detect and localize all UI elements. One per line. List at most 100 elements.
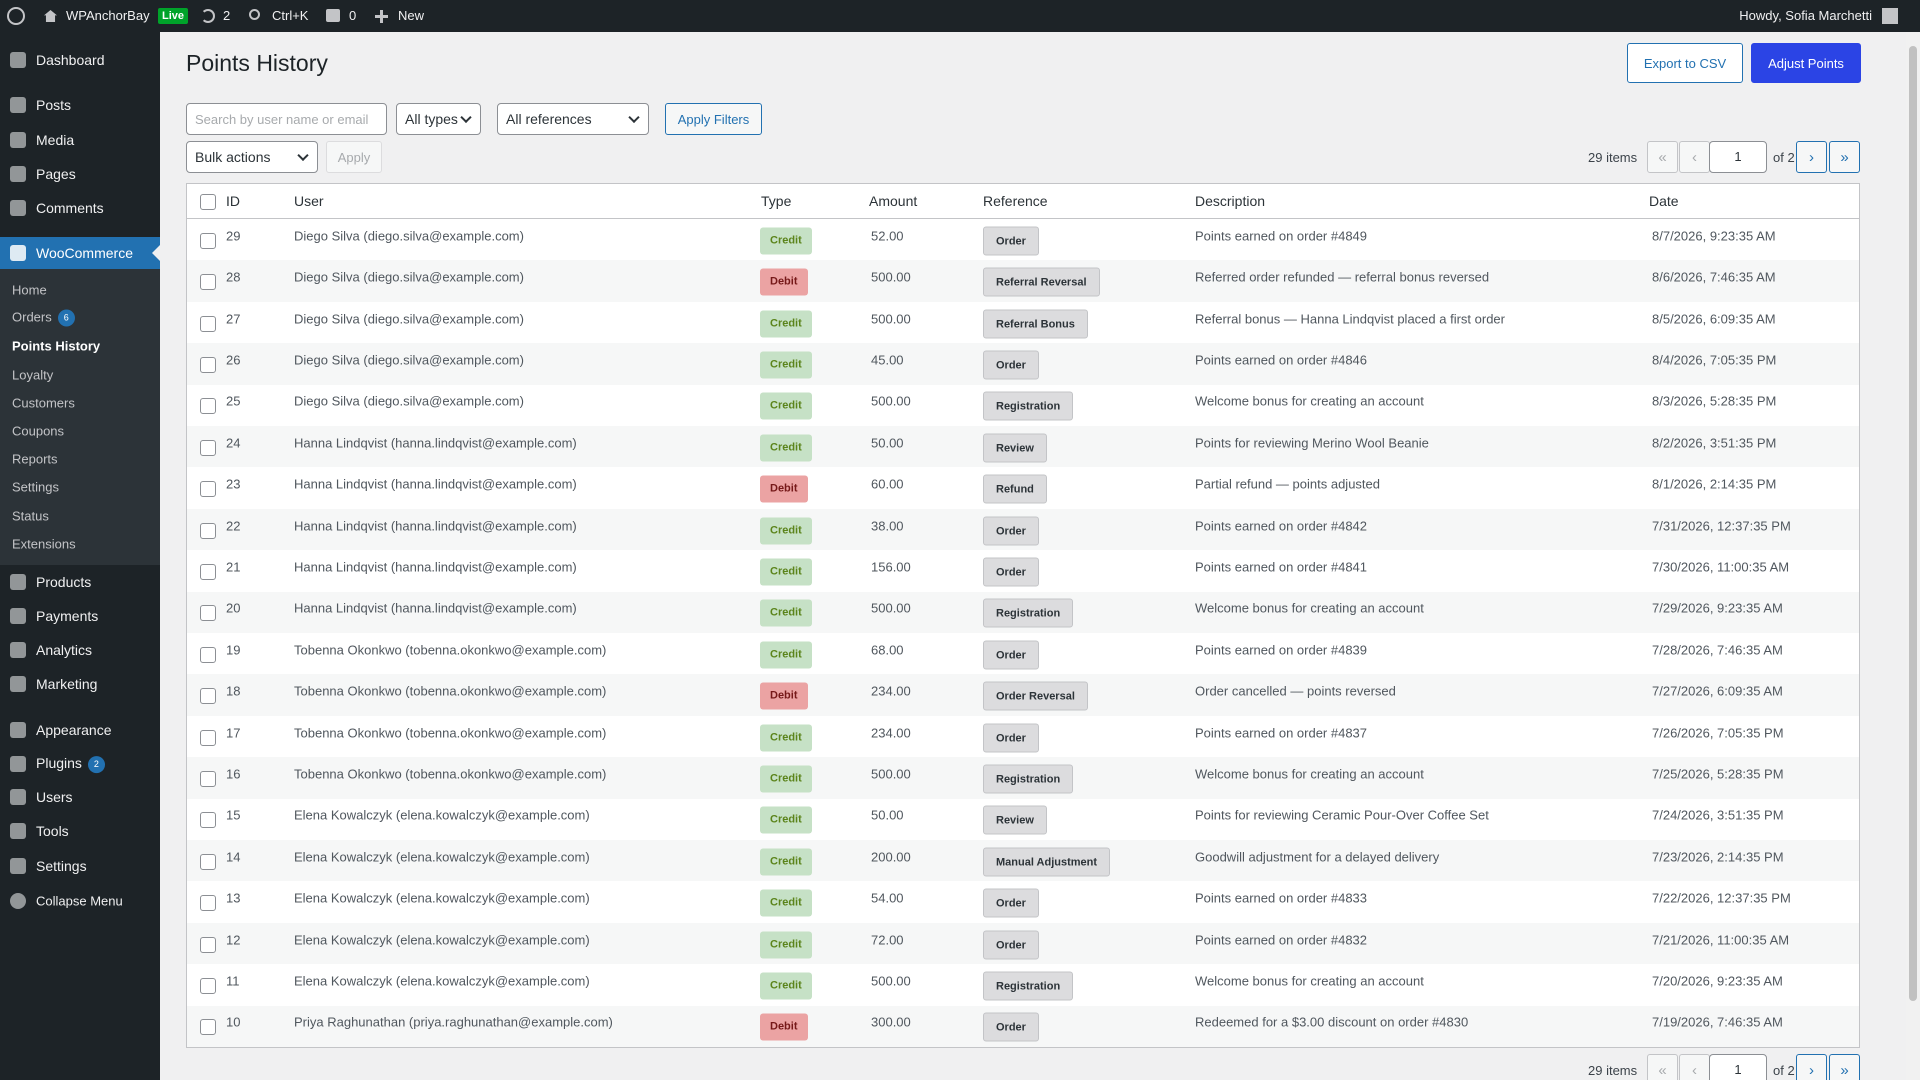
menu-item[interactable]: Analytics	[36, 642, 92, 658]
search-shortcut[interactable]: Ctrl+K	[272, 8, 309, 23]
row-checkbox[interactable]	[200, 936, 216, 953]
menu-item[interactable]: Marketing	[36, 676, 97, 692]
type-badge: Credit	[760, 310, 812, 337]
menu-icon	[10, 97, 26, 113]
row-date: 7/24/2026, 3:51:35 PM	[1652, 807, 1784, 823]
menu-item[interactable]: Products	[36, 574, 91, 590]
menu-item[interactable]: Settings	[36, 858, 87, 874]
submenu-item[interactable]: Status	[12, 508, 49, 523]
first-page[interactable]: «	[1647, 141, 1678, 173]
menu-item[interactable]: Comments	[36, 200, 104, 216]
row-checkbox[interactable]	[200, 646, 216, 663]
row-checkbox[interactable]	[200, 729, 216, 746]
submenu-item[interactable]: Coupons	[12, 424, 64, 439]
next-page[interactable]: ›	[1796, 141, 1827, 173]
submenu-item[interactable]: Points History	[12, 339, 100, 354]
row-checkbox[interactable]	[200, 274, 216, 291]
row-amount: 200.00	[871, 849, 911, 865]
row-user: Tobenna Okonkwo (tobenna.okonkwo@example…	[294, 642, 607, 658]
menu-icon	[10, 166, 26, 182]
column-header[interactable]: ID	[226, 193, 240, 209]
select-all-checkbox[interactable]	[200, 194, 216, 210]
prev-page[interactable]: ‹	[1679, 141, 1710, 173]
row-description: Partial refund — points adjusted	[1195, 476, 1380, 492]
row-checkbox[interactable]	[200, 232, 216, 249]
wp-logo[interactable]	[7, 7, 25, 25]
row-id: 13	[226, 890, 241, 906]
menu-item[interactable]: Pages	[36, 166, 76, 182]
bulk-actions-select[interactable]: Bulk actions	[186, 141, 318, 173]
first-page[interactable]: «	[1647, 1054, 1678, 1080]
adjust-points-button[interactable]: Adjust Points	[1751, 43, 1861, 83]
menu-item[interactable]: WooCommerce	[36, 245, 133, 261]
submenu-item[interactable]: Orders 6	[12, 310, 75, 327]
search-input[interactable]: Search by user name or email	[186, 103, 387, 135]
submenu-item[interactable]: Extensions	[12, 536, 76, 551]
column-header[interactable]: Reference	[983, 193, 1048, 209]
row-id: 29	[226, 228, 241, 244]
reference-select[interactable]: All references	[497, 103, 649, 135]
column-header[interactable]: Amount	[869, 193, 918, 209]
row-checkbox[interactable]	[200, 895, 216, 912]
site-name[interactable]: WPAnchorBay	[66, 8, 150, 23]
items-count: 29 items	[1588, 150, 1638, 165]
submenu-item[interactable]: Customers	[12, 395, 75, 410]
apply-filters-button[interactable]: Apply Filters	[665, 103, 762, 135]
submenu-item[interactable]: Settings	[12, 480, 59, 495]
submenu-item[interactable]: Home	[12, 283, 47, 298]
menu-item[interactable]: Media	[36, 132, 75, 148]
row-checkbox[interactable]	[200, 315, 216, 332]
row-checkbox[interactable]	[200, 563, 216, 580]
menu-item[interactable]: Appearance	[36, 722, 112, 738]
row-checkbox[interactable]	[200, 688, 216, 705]
howdy[interactable]: Howdy, Sofia Marchetti	[1739, 8, 1872, 23]
row-checkbox[interactable]	[200, 812, 216, 829]
column-header[interactable]: Description	[1195, 193, 1266, 209]
row-checkbox[interactable]	[200, 398, 216, 415]
menu-item[interactable]: Payments	[36, 608, 98, 624]
menu-label: Tools	[36, 823, 69, 839]
reference-badge: Order	[983, 350, 1039, 380]
page-input[interactable]: 1	[1709, 1054, 1767, 1080]
row-user: Hanna Lindqvist (hanna.lindqvist@example…	[294, 518, 577, 533]
row-user: Tobenna Okonkwo (tobenna.okonkwo@example…	[294, 725, 607, 740]
next-page[interactable]: ›	[1796, 1054, 1827, 1080]
reference-badge: Referral Reversal	[983, 267, 1100, 297]
row-checkbox[interactable]	[200, 770, 216, 787]
prev-page[interactable]: ‹	[1679, 1054, 1710, 1080]
updates-count[interactable]: 2	[223, 8, 231, 23]
row-checkbox[interactable]	[200, 481, 216, 498]
submenu-label: Customers	[12, 395, 75, 411]
menu-item[interactable]: Plugins 2	[36, 755, 105, 773]
submenu-item[interactable]: Loyalty	[12, 367, 53, 382]
menu-item[interactable]: Posts	[36, 97, 72, 113]
menu-icon	[10, 823, 26, 839]
menu-item[interactable]: Dashboard	[36, 52, 105, 68]
row-checkbox[interactable]	[200, 605, 216, 622]
column-header[interactable]: Date	[1649, 193, 1679, 209]
reference-badge: Review	[983, 805, 1047, 835]
export-button[interactable]: Export to CSV	[1627, 43, 1743, 83]
last-page[interactable]: »	[1829, 1054, 1860, 1080]
menu-item[interactable]: Users	[36, 789, 73, 805]
comments-count[interactable]: 0	[349, 8, 357, 23]
submenu-label: Extensions	[12, 536, 76, 552]
row-checkbox[interactable]	[200, 356, 216, 373]
menu-icon	[10, 893, 26, 909]
last-page[interactable]: »	[1829, 141, 1860, 173]
type-select[interactable]: All types	[396, 103, 481, 135]
menu-item[interactable]: Tools	[36, 823, 69, 839]
bulk-apply-button[interactable]: Apply	[326, 141, 382, 173]
row-checkbox[interactable]	[200, 977, 216, 994]
page-input[interactable]: 1	[1709, 141, 1767, 173]
admin-menu: Dashboard Posts Media Pages Comments WooComme…	[0, 32, 160, 1080]
column-header[interactable]: Type	[761, 193, 792, 209]
row-checkbox[interactable]	[200, 853, 216, 870]
menu-item[interactable]: Collapse Menu	[36, 894, 123, 909]
row-checkbox[interactable]	[200, 439, 216, 456]
row-checkbox[interactable]	[200, 522, 216, 539]
row-checkbox[interactable]	[200, 1019, 216, 1036]
new-link[interactable]: New	[398, 8, 425, 23]
column-header[interactable]: User	[294, 193, 324, 209]
submenu-item[interactable]: Reports	[12, 452, 58, 467]
